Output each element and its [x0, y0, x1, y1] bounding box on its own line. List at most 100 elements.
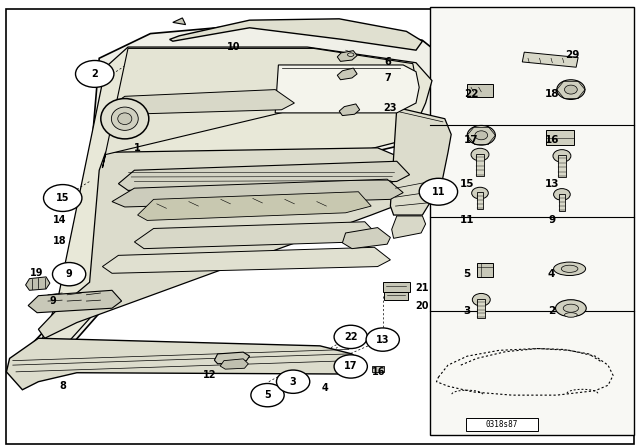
Text: 13: 13 — [545, 179, 559, 189]
Circle shape — [472, 187, 488, 199]
Circle shape — [335, 356, 366, 377]
Polygon shape — [22, 25, 448, 379]
Text: 20: 20 — [415, 301, 429, 310]
Circle shape — [471, 148, 489, 161]
Circle shape — [553, 150, 571, 162]
Text: 19: 19 — [30, 268, 44, 278]
Circle shape — [278, 371, 308, 392]
Ellipse shape — [111, 107, 138, 130]
Bar — [430, 7, 634, 435]
Circle shape — [76, 60, 114, 87]
Bar — [558, 155, 566, 177]
Text: 29: 29 — [566, 50, 580, 60]
Polygon shape — [42, 47, 432, 354]
Bar — [384, 292, 408, 300]
Polygon shape — [112, 179, 403, 207]
Circle shape — [335, 326, 366, 348]
Circle shape — [52, 263, 86, 286]
Polygon shape — [214, 352, 250, 364]
Polygon shape — [6, 338, 365, 390]
Circle shape — [554, 189, 570, 200]
Ellipse shape — [101, 99, 149, 139]
Text: 4: 4 — [548, 269, 556, 279]
Text: 1: 1 — [134, 143, 141, 153]
Text: 3: 3 — [290, 377, 296, 387]
Ellipse shape — [564, 313, 577, 317]
Text: 17: 17 — [344, 362, 358, 371]
Polygon shape — [28, 290, 122, 313]
Text: 9: 9 — [49, 296, 56, 306]
Text: 16: 16 — [372, 367, 386, 377]
Text: 11: 11 — [431, 187, 445, 197]
Bar — [466, 418, 538, 431]
Polygon shape — [118, 161, 410, 190]
Text: 11: 11 — [460, 215, 474, 224]
Polygon shape — [134, 222, 378, 249]
Polygon shape — [392, 216, 426, 238]
Bar — [383, 282, 410, 292]
Ellipse shape — [556, 300, 586, 317]
Circle shape — [366, 328, 399, 351]
Circle shape — [564, 85, 577, 94]
Polygon shape — [390, 108, 451, 215]
Text: 7: 7 — [385, 73, 391, 83]
Text: 9: 9 — [548, 215, 556, 224]
Circle shape — [334, 325, 367, 349]
Text: 2: 2 — [548, 306, 556, 316]
Polygon shape — [38, 148, 422, 338]
Polygon shape — [109, 90, 294, 114]
Ellipse shape — [563, 304, 579, 312]
Circle shape — [276, 370, 310, 393]
Circle shape — [472, 293, 490, 306]
Circle shape — [467, 125, 495, 145]
Text: 0318s87: 0318s87 — [486, 420, 518, 429]
Polygon shape — [173, 18, 186, 25]
Text: 14: 14 — [52, 215, 67, 225]
Circle shape — [475, 131, 488, 140]
Circle shape — [252, 384, 283, 406]
Text: 16: 16 — [545, 135, 559, 145]
Polygon shape — [337, 68, 357, 80]
Bar — [467, 84, 493, 97]
Polygon shape — [138, 192, 371, 220]
Polygon shape — [339, 104, 360, 116]
Text: 23: 23 — [383, 103, 397, 113]
Polygon shape — [102, 247, 390, 273]
Text: 2: 2 — [92, 69, 98, 79]
Text: 10: 10 — [227, 42, 241, 52]
Text: 13: 13 — [376, 335, 390, 345]
Text: 21: 21 — [415, 283, 429, 293]
Text: 15: 15 — [460, 179, 474, 189]
Bar — [477, 299, 485, 318]
Circle shape — [557, 80, 585, 99]
Bar — [477, 263, 493, 277]
Circle shape — [44, 185, 82, 211]
Text: 6: 6 — [385, 57, 391, 67]
Bar — [372, 366, 384, 372]
Polygon shape — [275, 65, 419, 113]
Polygon shape — [170, 19, 422, 50]
Bar — [559, 194, 565, 211]
Text: 22: 22 — [344, 332, 358, 342]
Circle shape — [334, 355, 367, 378]
Text: 3: 3 — [463, 306, 471, 316]
Ellipse shape — [348, 53, 354, 56]
Polygon shape — [337, 51, 357, 61]
Ellipse shape — [554, 262, 586, 276]
Ellipse shape — [118, 113, 132, 125]
Text: 8: 8 — [60, 381, 66, 391]
Text: 9: 9 — [66, 269, 72, 279]
Circle shape — [369, 330, 397, 349]
Polygon shape — [102, 48, 416, 168]
Text: 5: 5 — [264, 390, 271, 400]
Text: 5: 5 — [463, 269, 471, 279]
Bar — [522, 52, 578, 67]
Text: 15: 15 — [56, 193, 70, 203]
Polygon shape — [342, 228, 390, 249]
Text: 22: 22 — [464, 89, 478, 99]
Ellipse shape — [561, 265, 578, 272]
Bar — [546, 130, 574, 145]
Text: 17: 17 — [464, 135, 478, 145]
Text: 18: 18 — [52, 236, 67, 246]
Bar — [477, 192, 483, 209]
